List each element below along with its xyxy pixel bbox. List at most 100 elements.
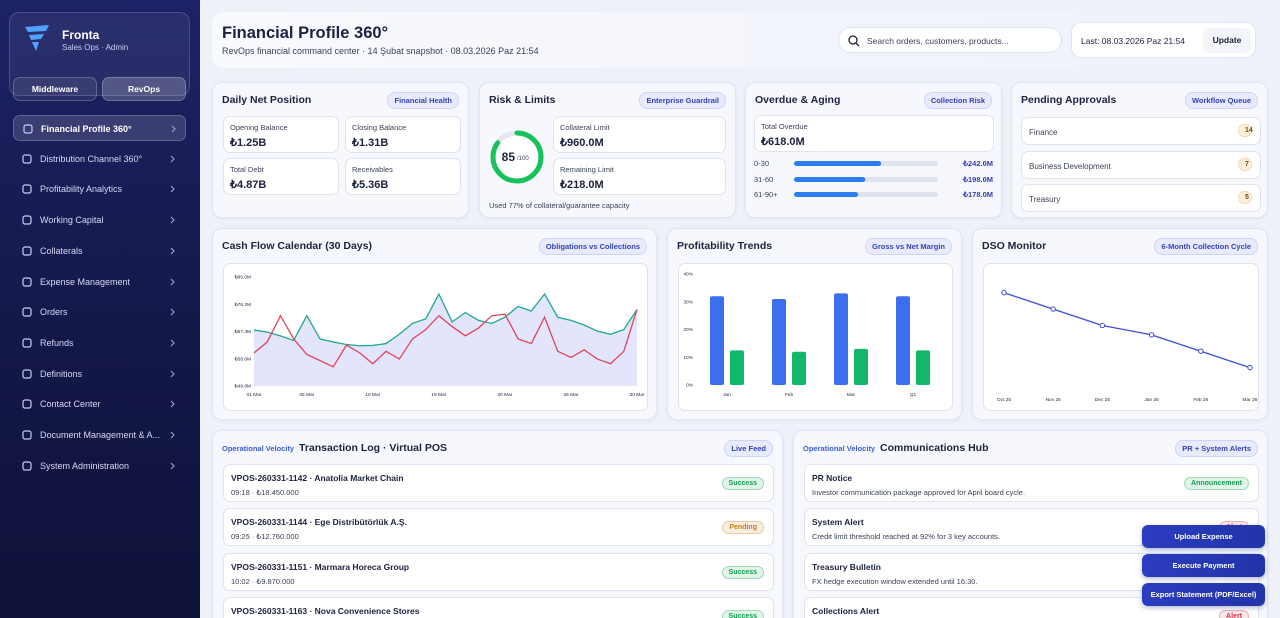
chart-card: Cash Flow Calendar (30 Days) Obligations … — [212, 228, 657, 420]
nav-item[interactable]: Financial Profile 360° — [13, 115, 186, 141]
nav-icon — [22, 276, 32, 287]
line — [253, 309, 638, 368]
approval-label: Treasury — [1029, 195, 1061, 204]
x-tick-label: Oct 25 — [997, 397, 1011, 403]
nav-item[interactable]: Contact Center — [13, 391, 186, 417]
action-button[interactable]: Upload Expense — [1142, 525, 1265, 548]
card-badge: Obligations vs Collections — [538, 238, 647, 255]
row-title: VPOS-260331-1151 · Marmara Horeca Group — [231, 561, 410, 572]
approval-row[interactable]: Business Development 7 — [1021, 150, 1261, 179]
search-box[interactable]: Search orders, customers, products... — [838, 27, 1062, 53]
card-badge: Workflow Queue — [1184, 92, 1258, 109]
nav-label: Expense Management — [40, 276, 131, 287]
tab[interactable]: RevOps — [102, 77, 186, 101]
search-icon — [848, 35, 860, 47]
nav-item[interactable]: Expense Management — [13, 269, 186, 295]
last-updated-box: Last: 08.03.2026 Paz 21:54 Update — [1071, 22, 1256, 58]
nav-item[interactable]: Working Capital — [13, 207, 186, 233]
x-tick-label: Jan 26 — [1144, 397, 1159, 403]
row-text: Investor communication package approved … — [812, 488, 1026, 497]
bar — [916, 350, 930, 385]
nav-item[interactable]: Collaterals — [13, 238, 186, 264]
risk-note: Used 77% of collateral/guarantee capacit… — [489, 201, 630, 210]
list-row[interactable]: VPOS-260331-1163 · Nova Convenience Stor… — [223, 596, 774, 618]
metric-box: Opening Balance ₺1.25B — [223, 116, 339, 153]
metric-value: ₺4.87B — [230, 179, 267, 191]
nav-icon — [22, 399, 32, 409]
y-tick-label: ₺67.4M — [235, 329, 251, 335]
action-button[interactable]: Execute Payment — [1142, 554, 1265, 577]
header: Financial Profile 360° RevOps financial c… — [212, 12, 1268, 68]
x-tick-label: 01 Mar — [247, 392, 262, 398]
bar — [772, 298, 786, 385]
metric-box: Receivables ₺5.36B — [345, 158, 461, 195]
chart: Oct 25 Nov 25 Dec 25 Jan 26 Feb 26 Mar 26 — [997, 290, 1258, 403]
list-row[interactable]: VPOS-260331-1142 · Anatolia Market Chain… — [223, 464, 774, 502]
nav-item[interactable]: Refunds — [13, 330, 186, 356]
nav-icon-shape — [22, 246, 32, 256]
approval-row[interactable]: Treasury 5 — [1021, 184, 1261, 212]
list-row[interactable]: PR Notice Investor communication package … — [804, 464, 1259, 502]
action-button[interactable]: Export Statement (PDF/Excel) — [1142, 583, 1265, 606]
aging-bar — [794, 161, 882, 166]
approval-count: 5 — [1238, 191, 1252, 204]
nav-item[interactable]: Orders — [13, 299, 186, 325]
aging-track — [794, 161, 938, 166]
card-badge: PR + System Alerts — [1175, 440, 1258, 457]
row-title: VPOS-260331-1144 · Ege Distribütörlük A.… — [231, 517, 407, 528]
gauge-max: /100 — [517, 156, 529, 162]
aging-amount: ₺198.0M — [963, 174, 993, 184]
approval-label: Finance — [1029, 128, 1058, 137]
point — [1001, 290, 1007, 296]
chevron — [170, 186, 175, 193]
y-tick-label: ₺76.2M — [235, 302, 251, 308]
bar — [834, 293, 848, 385]
metric-label: Total Debt — [230, 165, 264, 174]
nav-item[interactable]: Definitions — [13, 361, 186, 387]
nav-icon-shape — [22, 276, 32, 287]
approval-row[interactable]: Finance 14 — [1021, 117, 1261, 145]
brand-role: Sales Ops · Admin — [62, 43, 129, 52]
x-tick-label: 25 Mar — [563, 392, 578, 398]
search-icon-handle — [855, 42, 860, 47]
update-button[interactable]: Update — [1203, 28, 1251, 53]
nav-item[interactable]: Document Management & A... — [13, 422, 186, 448]
card-title: Daily Net Position — [222, 94, 312, 106]
status-pill: Alert — [1219, 609, 1249, 618]
y-tick-label: 20% — [683, 327, 693, 333]
list-row[interactable]: VPOS-260331-1151 · Marmara Horeca Group 1… — [223, 552, 774, 591]
nav-icon-shape — [22, 154, 32, 164]
nav-icon — [22, 154, 32, 164]
tab[interactable]: Middleware — [13, 77, 97, 101]
chevron — [170, 247, 175, 255]
nav-icon-shape — [23, 124, 33, 134]
row-meta: 09:25 · ₺12.760.000 — [231, 532, 299, 542]
list-row[interactable]: VPOS-260331-1144 · Ege Distribütörlük A.… — [223, 508, 774, 547]
x-tick-label: Feb — [785, 392, 794, 398]
chevron — [170, 462, 175, 470]
gauge-arc — [490, 130, 544, 184]
metric-value: ₺1.25B — [230, 137, 267, 149]
nav-label: Document Management & A... — [40, 430, 161, 440]
chevron — [170, 400, 175, 408]
chevron — [170, 370, 175, 377]
nav-item[interactable]: System Administration — [13, 453, 186, 479]
aging-label: 31-60 — [754, 174, 774, 184]
nav-item[interactable]: Distribution Channel 360° — [13, 146, 186, 172]
nav-label: Working Capital — [40, 215, 104, 226]
aging-bar — [794, 176, 866, 182]
metric-value: ₺960.0M — [560, 137, 604, 149]
row-meta: 10:02 · ₺9.870.000 — [231, 576, 295, 586]
bar — [896, 296, 910, 385]
aging-amount: ₺178.0M — [963, 190, 993, 199]
row-title: VPOS-260331-1163 · Nova Convenience Stor… — [231, 605, 420, 616]
card-title: Overdue & Aging — [755, 94, 841, 106]
chevron — [170, 216, 175, 224]
nav-item[interactable]: Profitability Analytics — [13, 176, 186, 202]
row-title: Treasury Bulletin — [812, 561, 881, 572]
aging-label: 61-90+ — [754, 190, 778, 199]
x-tick-label: 10 Mar — [365, 392, 380, 398]
point — [1050, 306, 1056, 312]
nav-label: Collaterals — [40, 245, 83, 256]
